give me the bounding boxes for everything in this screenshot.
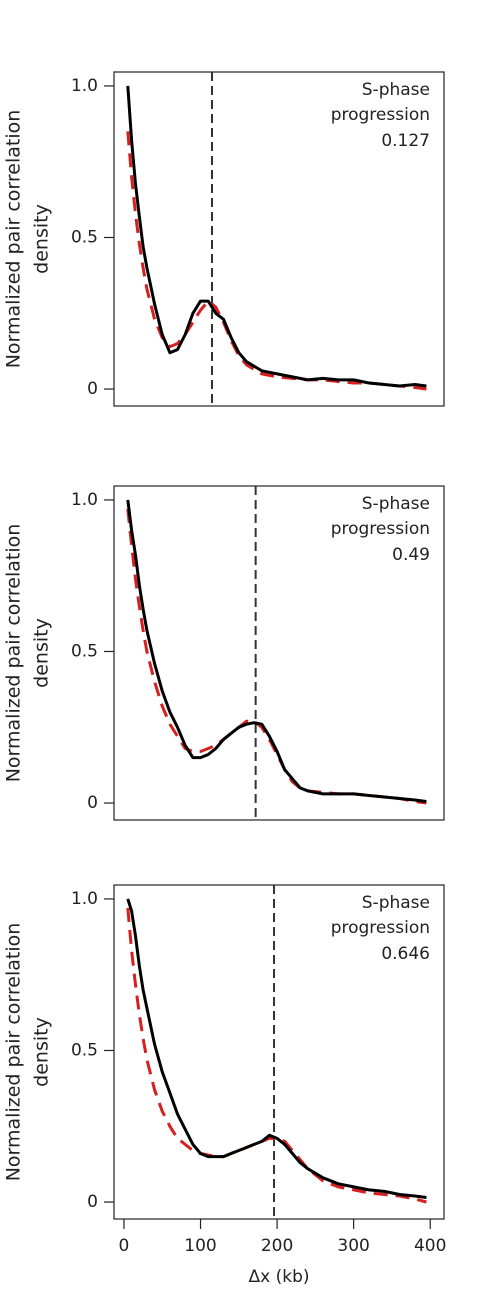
y-tick-label: 1.0 bbox=[71, 76, 98, 96]
annotation: S-phase bbox=[362, 893, 430, 913]
x-tick-label: 300 bbox=[337, 1236, 369, 1256]
y-tick-label: 1.0 bbox=[71, 490, 98, 510]
x-tick-label: 200 bbox=[261, 1236, 293, 1256]
y-tick-label: 0 bbox=[87, 1192, 98, 1212]
y-tick-label: 1.0 bbox=[71, 889, 98, 909]
y-axis-label: Normalized pair correlation bbox=[3, 524, 25, 783]
y-axis-label: Normalized pair correlation bbox=[3, 923, 25, 1182]
y-tick-label: 0.5 bbox=[71, 227, 98, 247]
annotation-value: 0.127 bbox=[381, 131, 430, 151]
plot-frame bbox=[113, 71, 445, 407]
y-axis-label: density bbox=[31, 204, 53, 274]
x-tick-label: 400 bbox=[414, 1236, 446, 1256]
annotation: S-phase bbox=[362, 80, 430, 100]
data-line bbox=[126, 499, 427, 803]
x-tick-label: 0 bbox=[119, 1236, 130, 1256]
y-tick-label: 0 bbox=[87, 379, 98, 399]
x-tick-label: 100 bbox=[184, 1236, 216, 1256]
x-axis-label: Δx (kb) bbox=[249, 1267, 310, 1287]
fit-line bbox=[126, 508, 427, 805]
annotation: S-phase bbox=[362, 494, 430, 514]
data-line bbox=[126, 85, 427, 388]
plot-frame bbox=[113, 485, 445, 821]
annotation: progression bbox=[331, 519, 430, 539]
y-axis-label: density bbox=[31, 618, 53, 688]
y-axis-label: density bbox=[31, 1017, 53, 1087]
y-tick-label: 0.5 bbox=[71, 641, 98, 661]
annotation-value: 0.646 bbox=[381, 944, 430, 964]
annotation: progression bbox=[331, 918, 430, 938]
y-tick-label: 0.5 bbox=[71, 1040, 98, 1060]
data-line bbox=[126, 898, 427, 1199]
y-axis-label: Normalized pair correlation bbox=[3, 110, 25, 369]
plot-frame bbox=[113, 884, 445, 1220]
y-tick-label: 0 bbox=[87, 793, 98, 813]
annotation-value: 0.49 bbox=[392, 545, 430, 565]
fit-line bbox=[126, 907, 427, 1204]
annotation: progression bbox=[331, 105, 430, 125]
